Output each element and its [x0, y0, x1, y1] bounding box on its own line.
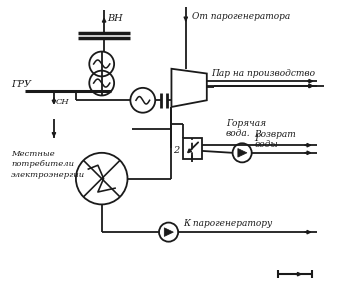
Text: ВН: ВН [107, 14, 123, 23]
Text: Возврат
воды: Возврат воды [255, 130, 296, 149]
Text: 1: 1 [254, 134, 260, 143]
Text: Горячая
вода.: Горячая вода. [226, 119, 266, 139]
Text: ГРУ: ГРУ [11, 80, 31, 89]
Text: Пар на производство: Пар на производство [212, 69, 316, 78]
Bar [183, 138, 202, 159]
Text: К парогенератору: К парогенератору [183, 219, 272, 228]
Text: Местные
потребители
электроэнергии: Местные потребители электроэнергии [11, 150, 85, 179]
Text: От парогенератора: От парогенератора [192, 13, 291, 21]
Text: 2: 2 [173, 146, 179, 155]
Text: СН: СН [56, 98, 70, 106]
Polygon shape [164, 228, 173, 236]
Polygon shape [238, 148, 247, 157]
